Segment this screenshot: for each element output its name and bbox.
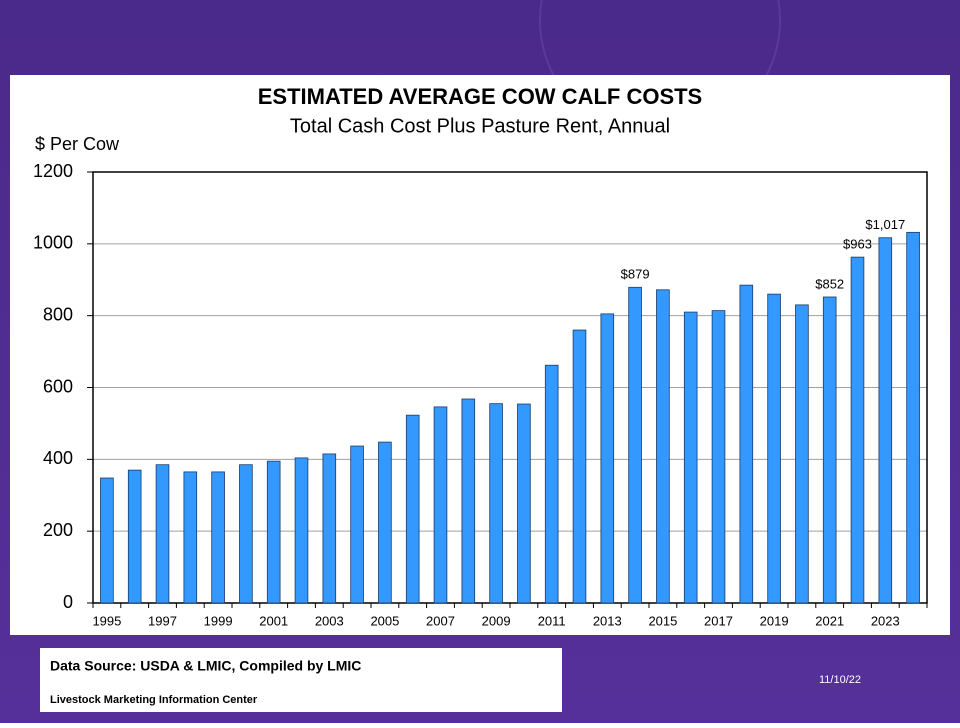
bar — [544, 364, 559, 604]
y-axis-label: $ Per Cow — [35, 134, 120, 154]
y-tick-label: 400 — [43, 448, 73, 468]
y-tick-label: 1000 — [33, 233, 73, 253]
bar — [517, 403, 531, 604]
x-tick-label: 2013 — [593, 613, 622, 628]
bar — [183, 471, 198, 604]
x-tick-label: 2017 — [704, 613, 733, 628]
source-text: Data Source: USDA & LMIC, Compiled by LM… — [50, 658, 361, 674]
bar — [878, 237, 893, 604]
bar — [155, 464, 170, 604]
bar — [767, 293, 781, 604]
y-tick-label: 200 — [43, 520, 73, 540]
chart-subtitle: Total Cash Cost Plus Pasture Rent, Annua… — [290, 115, 670, 137]
y-tick-label: 1200 — [33, 161, 73, 181]
x-tick-label: 2003 — [315, 613, 344, 628]
bar — [795, 304, 809, 604]
source-box — [40, 648, 562, 712]
date-text: 11/10/22 — [819, 674, 861, 686]
x-tick-label: 2023 — [871, 613, 900, 628]
x-tick-label: 1995 — [92, 613, 121, 628]
x-tick-label: 2015 — [648, 613, 677, 628]
org-text: Livestock Marketing Information Center — [50, 694, 258, 706]
bar — [489, 403, 503, 604]
x-tick-label: 2007 — [426, 613, 455, 628]
bar — [822, 296, 837, 604]
chart-title: ESTIMATED AVERAGE COW CALF COSTS — [258, 84, 702, 109]
data-label: $879 — [621, 267, 650, 282]
y-tick-label: 800 — [43, 304, 73, 324]
x-tick-label: 2005 — [370, 613, 399, 628]
x-tick-label: 2019 — [760, 613, 789, 628]
bar — [628, 286, 642, 604]
bar — [378, 441, 392, 604]
bar — [405, 414, 420, 604]
bar — [294, 457, 309, 604]
y-tick-label: 600 — [43, 376, 73, 396]
y-tick-label: 0 — [63, 592, 73, 612]
bar — [906, 231, 920, 604]
x-tick-label: 1999 — [204, 613, 233, 628]
data-label: $963 — [843, 237, 872, 252]
bar — [266, 460, 281, 604]
bar — [711, 310, 726, 604]
bar — [572, 329, 587, 604]
bar — [100, 477, 114, 604]
bar — [656, 289, 670, 604]
x-tick-label: 2021 — [815, 613, 844, 628]
x-tick-label: 2009 — [482, 613, 511, 628]
bar — [850, 256, 865, 604]
bar — [461, 398, 476, 604]
bar — [322, 453, 337, 604]
x-tick-label: 2011 — [538, 613, 566, 628]
bar — [211, 471, 225, 604]
x-tick-label: 1997 — [148, 613, 177, 628]
bar — [127, 469, 142, 604]
bar — [739, 284, 754, 604]
content-panel — [10, 75, 950, 635]
x-tick-label: 2001 — [259, 613, 288, 628]
bar — [600, 313, 615, 604]
bar — [239, 464, 253, 604]
data-label: $1,017 — [865, 217, 905, 232]
bar — [683, 311, 698, 604]
bar — [350, 445, 364, 604]
data-label: $852 — [815, 276, 844, 291]
bar — [433, 406, 448, 604]
